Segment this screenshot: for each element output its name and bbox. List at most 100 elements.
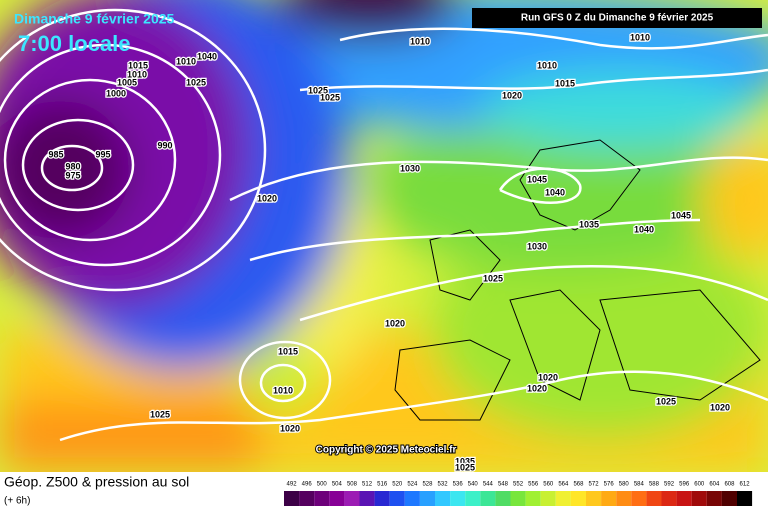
scale-label: 500 [317,482,328,488]
isobar-label: 1025 [483,273,503,283]
isobar-label: 1010 [537,60,557,70]
scale-swatch [706,491,722,506]
scale-label: 548 [498,482,509,488]
copyright: Copyright © 2025 Meteociel.fr [316,445,457,456]
scale-label: 508 [347,482,358,488]
scale-swatch [329,491,345,506]
scale-label: 588 [649,482,660,488]
scale-swatch [510,491,526,506]
scale-swatch [570,491,586,506]
scale-swatch [299,491,315,506]
isobar-label: 1010 [127,69,147,79]
scale-label: 528 [422,482,433,488]
isobar-label: 1010 [273,385,293,395]
isobar-label: 985 [48,149,63,159]
isobar-label: 1025 [656,396,676,406]
scale-swatch [661,491,677,506]
scale-swatch [404,491,420,506]
isobar-label: 1040 [634,224,654,234]
isobar-label: 1020 [538,372,558,382]
scale-swatch [419,491,435,506]
scale-label: 492 [287,482,298,488]
isobar-label: 1030 [527,241,547,251]
scale-swatch [646,491,662,506]
scale-label: 608 [724,482,735,488]
scale-swatch [374,491,390,506]
isobar-label: 1045 [671,210,691,220]
scale-swatch [691,491,707,506]
isobar-label: 1040 [197,51,217,61]
isobar-label: 1020 [280,423,300,433]
scale-swatch [389,491,405,506]
scale-label: 524 [407,482,418,488]
scale-swatch [344,491,360,506]
scale-label: 572 [589,482,600,488]
isobar-label: 1045 [527,174,547,184]
isobar-label: 1020 [385,318,405,328]
isobar-label: 1005 [117,77,137,87]
scale-swatch [435,491,451,506]
scale-label: 596 [679,482,690,488]
scale-label: 540 [468,482,479,488]
isobar-label: 1025 [308,85,328,95]
isobar-label: 1040 [545,187,565,197]
scale-swatch [284,491,300,506]
scale-swatch [465,491,481,506]
isobar-label: 980 [65,161,80,171]
scale-swatch [616,491,632,506]
map-date: Dimanche 9 février 2025 [14,11,175,27]
lead-time: (+ 6h) [4,496,30,507]
scale-label: 552 [513,482,524,488]
scale-swatch [540,491,556,506]
scale-swatch [555,491,571,506]
coastlines [394,139,761,421]
run-banner [472,8,762,28]
scale-label: 568 [573,482,584,488]
isobar-label: 1015 [555,78,575,88]
isobar-label: 1020 [502,90,522,100]
isobar-lines [0,8,768,442]
isobar-label: 990 [157,140,172,150]
isobar-label: 975 [65,170,80,180]
scale-swatch [314,491,330,506]
color-scale: 492 496 500 504 508 512 516 520 524 528 532 536 540 5… [284,482,753,506]
isobar-label: 1015 [128,60,148,70]
scale-label: 584 [634,482,645,488]
scale-swatch [586,491,602,506]
scale-swatch [676,491,692,506]
isobar-label: 1030 [400,163,420,173]
isobar-label: 1015 [278,346,298,356]
run-info: Run GFS 0 Z du Dimanche 9 février 2025 [521,13,714,24]
scale-swatch [495,491,511,506]
isobar-label: 995 [95,149,110,159]
scale-label: 520 [392,482,403,488]
scale-label: 516 [377,482,388,488]
isobar-label: 1035 [455,456,475,466]
scale-label: 556 [528,482,539,488]
scale-label: 504 [332,482,343,488]
scale-swatch [601,491,617,506]
scale-label: 496 [302,482,313,488]
scale-label: 560 [543,482,554,488]
scale-label: 612 [740,482,751,488]
isobar-label: 1020 [710,402,730,412]
scale-label: 576 [604,482,615,488]
map-time: 7:00 locale [18,31,131,56]
scale-label: 600 [694,482,705,488]
scale-label: 564 [558,482,569,488]
footer-title: Géop. Z500 & pression au sol [4,474,189,490]
scale-label: 544 [483,482,494,488]
scale-swatch [359,491,375,506]
scale-swatch [450,491,466,506]
scale-swatch [721,491,737,506]
isobar-label: 1025 [150,409,170,419]
scale-label: 604 [709,482,720,488]
isobar-label: 1020 [527,383,547,393]
scale-label: 580 [619,482,630,488]
scale-label: 536 [453,482,464,488]
scale-swatch [631,491,647,506]
scale-swatch [480,491,496,506]
isobar-label: 1010 [410,36,430,46]
isobar-label: 1000 [106,88,126,98]
